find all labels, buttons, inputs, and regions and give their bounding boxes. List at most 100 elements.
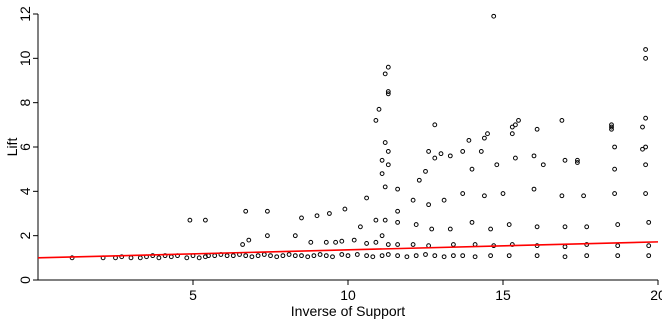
data-point <box>612 144 617 150</box>
data-point <box>482 135 487 141</box>
data-point <box>646 253 652 259</box>
data-point <box>373 118 379 123</box>
data-point <box>395 253 401 259</box>
data-point <box>286 252 292 257</box>
data-point <box>379 171 385 177</box>
data-point <box>373 217 379 223</box>
data-point <box>488 253 494 259</box>
data-point <box>395 186 401 192</box>
data-point <box>643 191 648 196</box>
data-point <box>323 239 329 245</box>
data-point <box>612 191 617 196</box>
data-point <box>423 168 428 174</box>
data-point <box>339 238 345 244</box>
data-point <box>299 215 304 221</box>
data-point <box>327 211 332 216</box>
data-point <box>441 254 447 260</box>
x-ticks: 5 10 15 20 <box>189 280 662 303</box>
data-point <box>308 239 314 245</box>
data-point <box>416 177 422 183</box>
data-point <box>265 233 270 239</box>
data-point <box>432 122 438 128</box>
y-tick-label: 12 <box>17 6 33 22</box>
y-tick-label: 6 <box>17 143 33 151</box>
data-point <box>472 254 478 260</box>
data-point <box>438 151 444 157</box>
data-point <box>426 202 432 208</box>
data-point <box>382 217 388 223</box>
data-point <box>513 122 518 128</box>
y-tick-label: 8 <box>17 99 33 107</box>
data-point <box>212 253 218 259</box>
data-point <box>395 242 401 247</box>
data-point <box>317 252 323 257</box>
data-point <box>426 149 432 154</box>
data-point <box>410 197 416 203</box>
data-point <box>488 226 494 232</box>
data-point <box>640 124 645 130</box>
data-point <box>379 233 385 239</box>
data-point <box>469 219 475 225</box>
data-point <box>478 149 484 154</box>
y-tick-label: 4 <box>17 187 33 195</box>
data-point <box>292 253 298 259</box>
data-point <box>506 222 512 227</box>
data-point <box>575 157 580 163</box>
data-points <box>69 13 652 261</box>
data-point <box>364 195 370 201</box>
data-point <box>314 213 320 219</box>
data-point <box>609 122 614 128</box>
data-point <box>240 242 246 247</box>
data-point <box>509 124 515 130</box>
data-point <box>460 253 466 259</box>
data-point <box>203 217 208 223</box>
data-point <box>196 255 202 261</box>
data-point <box>559 193 565 199</box>
data-point <box>246 237 252 243</box>
data-point <box>354 252 360 257</box>
data-point <box>243 253 249 259</box>
data-point <box>534 253 540 259</box>
data-point <box>646 219 652 225</box>
y-tick-label: 10 <box>17 50 33 66</box>
data-point <box>646 243 652 249</box>
data-point <box>581 193 586 199</box>
data-point <box>575 160 580 165</box>
data-point <box>615 253 621 259</box>
data-point <box>330 254 335 260</box>
data-point <box>451 242 456 247</box>
data-point <box>494 162 500 168</box>
x-tick-label: 10 <box>340 287 356 303</box>
data-point <box>323 253 329 259</box>
data-point <box>376 106 382 112</box>
data-point <box>509 131 515 137</box>
data-point <box>382 71 388 77</box>
data-point <box>265 208 270 214</box>
data-point <box>339 252 345 257</box>
data-point <box>509 242 515 247</box>
data-point <box>441 197 447 203</box>
data-point <box>385 149 391 154</box>
y-axis-title: Lift <box>4 138 20 157</box>
data-point <box>513 155 518 161</box>
data-point <box>534 126 540 132</box>
data-point <box>379 253 385 259</box>
data-point <box>643 144 648 150</box>
data-point <box>364 253 370 259</box>
data-point <box>243 208 249 214</box>
data-point <box>643 115 648 121</box>
plot-area: 5 10 15 20 0 2 4 6 8 10 12 <box>17 6 662 303</box>
data-point <box>643 55 648 61</box>
data-point <box>395 219 401 225</box>
data-point <box>562 157 568 163</box>
x-tick-label: 15 <box>495 287 511 303</box>
data-point <box>333 239 339 245</box>
data-point <box>385 64 391 70</box>
y-tick-label: 0 <box>17 276 33 284</box>
x-tick-label: 20 <box>650 287 662 303</box>
data-point <box>184 255 190 261</box>
data-point <box>429 226 435 232</box>
data-point <box>385 89 391 94</box>
data-point <box>615 243 621 249</box>
data-point <box>485 131 490 137</box>
